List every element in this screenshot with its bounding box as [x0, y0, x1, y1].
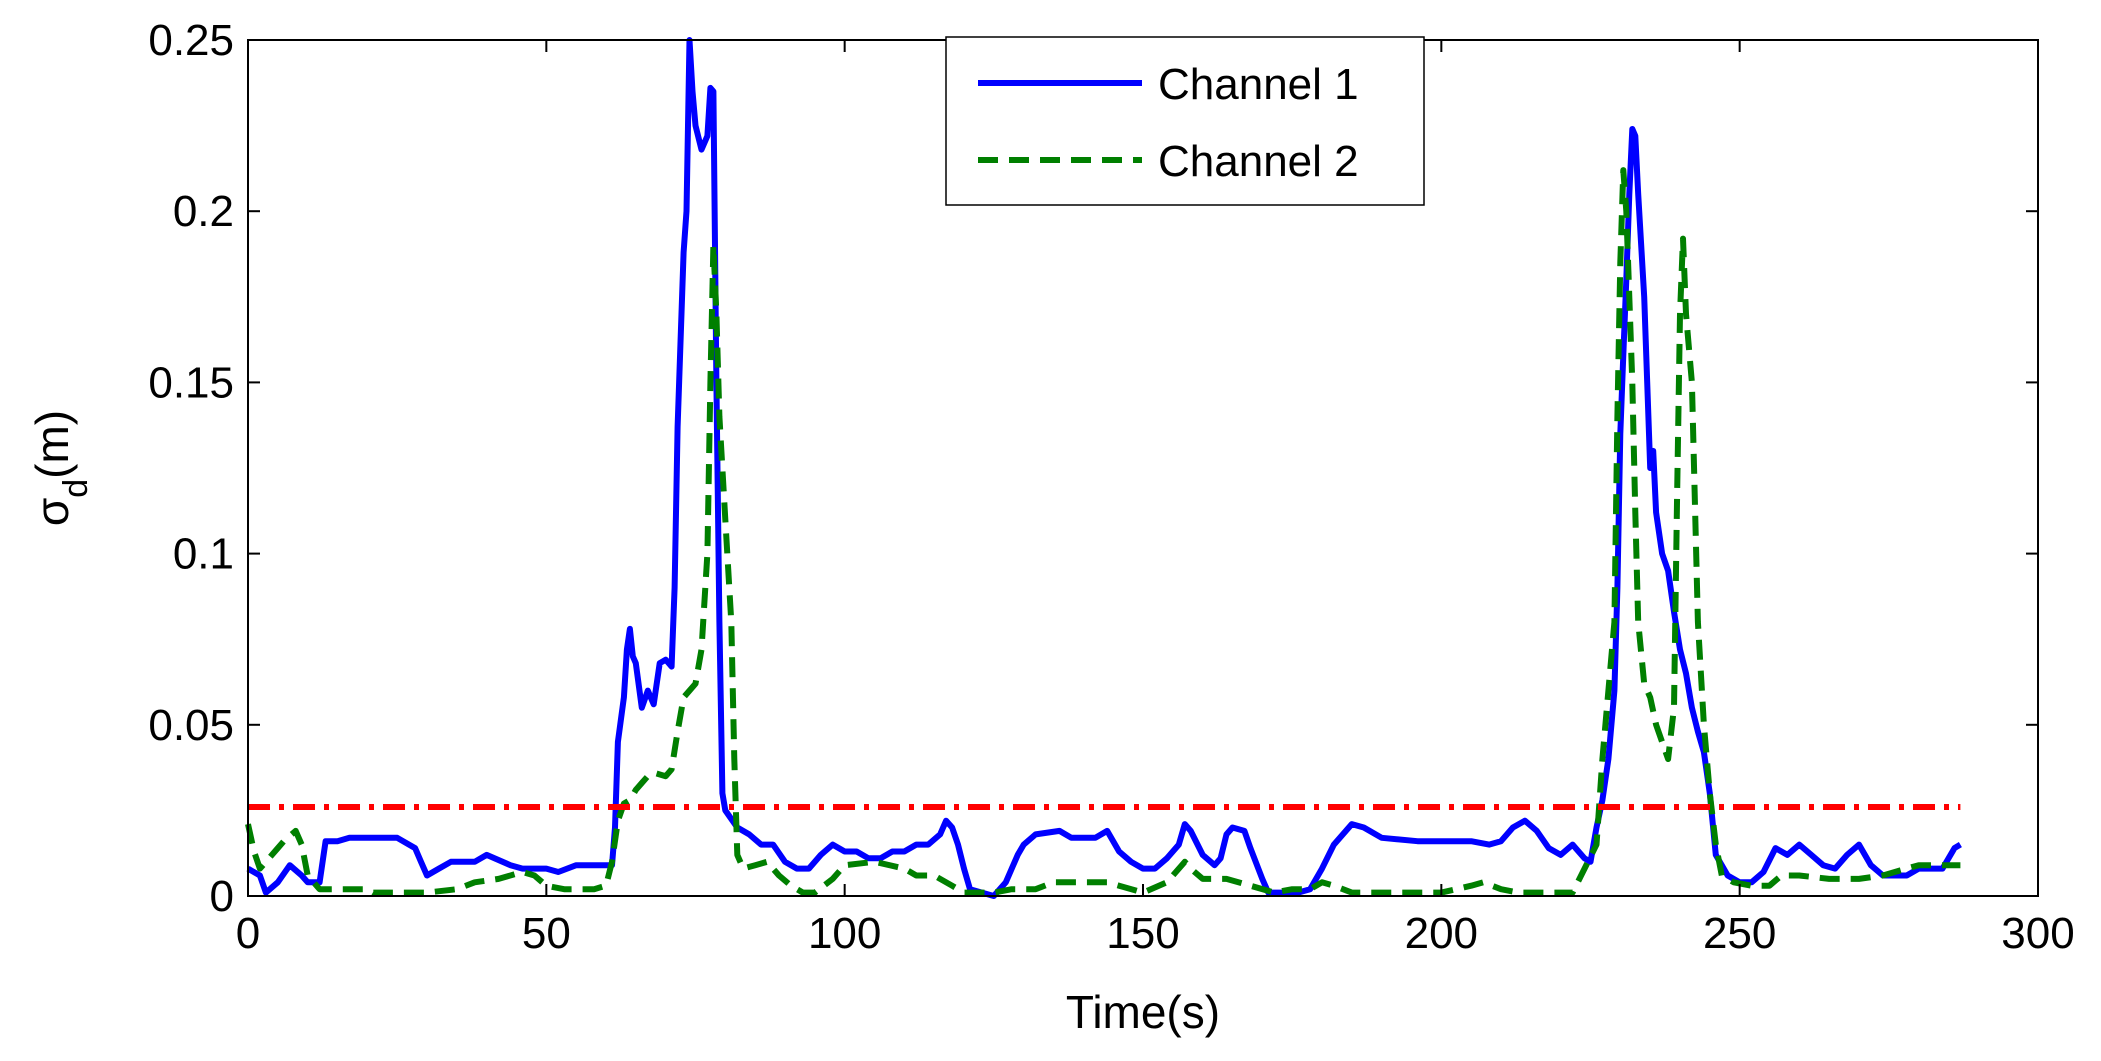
- y-axis-label-subscript: d: [57, 479, 95, 498]
- legend: Channel 1 Channel 2: [945, 36, 1425, 206]
- x-tick-label: 0: [236, 909, 260, 958]
- y-tick-label: 0.2: [173, 187, 234, 236]
- x-tick-label: 250: [1703, 909, 1776, 958]
- x-tick-label: 200: [1405, 909, 1478, 958]
- y-tick-label: 0.25: [148, 16, 234, 65]
- x-tick-label: 50: [522, 909, 571, 958]
- y-tick-label: 0: [210, 872, 234, 921]
- series-line-channel-2: [245, 167, 1961, 896]
- x-tick-label: 300: [2001, 909, 2074, 958]
- x-axis-label: Time(s): [1066, 986, 1220, 1038]
- ticks-layer: 0 50 100 150 200 250 300 0 0.05 0.1 0.15 0.2 0.25: [148, 16, 2074, 958]
- series-layer: [245, 37, 1962, 899]
- y-tick-label: 0.1: [173, 530, 234, 579]
- legend-box: [945, 36, 1425, 206]
- legend-label-channel-2: Channel 2: [1158, 137, 1359, 186]
- y-axis-label-unit: (m): [26, 410, 78, 479]
- y-tick-label: 0.15: [148, 358, 234, 407]
- x-tick-label: 150: [1106, 909, 1179, 958]
- y-axis-label: σd(m): [26, 410, 95, 526]
- y-tick-label: 0.05: [148, 701, 234, 750]
- x-tick-label: 100: [808, 909, 881, 958]
- legend-label-channel-1: Channel 1: [1158, 60, 1359, 109]
- series-line-channel-1: [246, 37, 1962, 899]
- y-axis-label-symbol: σ: [26, 498, 78, 526]
